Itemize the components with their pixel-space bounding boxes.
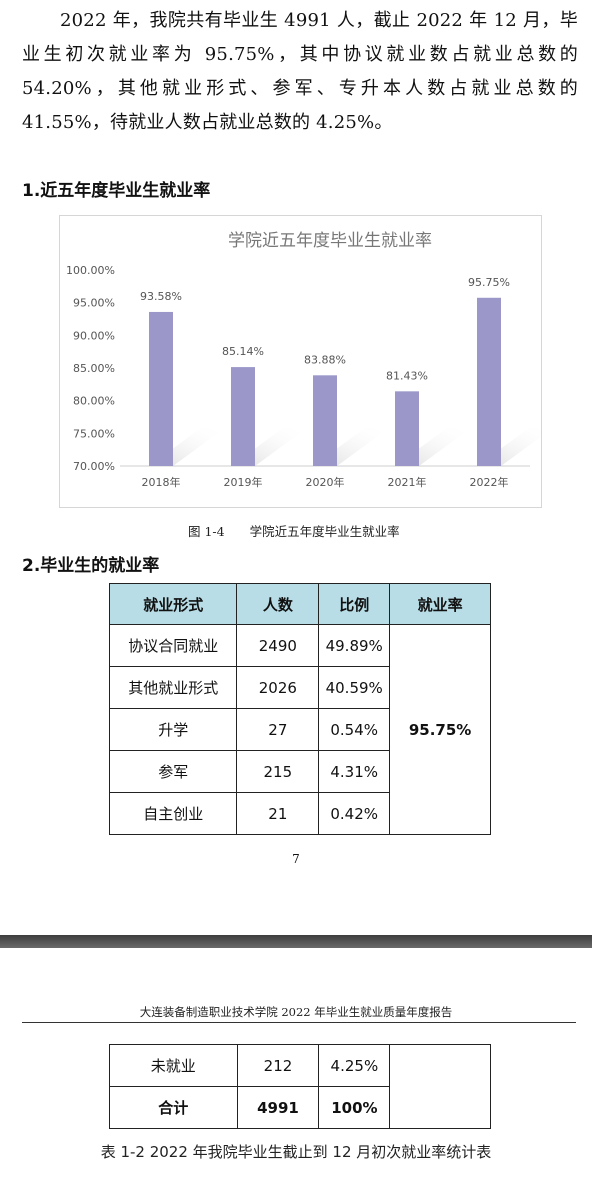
count-cell: 2490 (236, 624, 320, 667)
employment-table: 就业形式 人数 比例 就业率 协议合同就业 2490 49.89% 95.75%… (108, 583, 491, 835)
y-tick-label: 90.00% (73, 329, 115, 342)
x-tick-label: 2021年 (388, 475, 427, 489)
bar-value-label: 85.14% (222, 345, 264, 358)
count-cell: 27 (236, 708, 320, 751)
y-tick-label: 100.00% (66, 264, 115, 277)
count-cell: 212 (236, 1044, 320, 1087)
type-cell: 其他就业形式 (108, 666, 238, 709)
table-header-cell: 人数 (236, 583, 320, 625)
ratio-cell: 100% (318, 1086, 391, 1129)
table-caption: 表 1-2 2022 年我院毕业生截止到 12 月初次就业率统计表 (100, 1143, 492, 1161)
type-cell: 未就业 (109, 1044, 238, 1087)
y-tick-label: 95.00% (73, 297, 115, 310)
count-cell: 4991 (236, 1086, 320, 1129)
intro-paragraph: 2022 年，我院共有毕业生 4991 人，截止 2022 年 12 月，毕业生… (22, 10, 578, 133)
y-tick-label: 80.00% (73, 395, 115, 408)
bar-value-label: 83.88% (304, 353, 346, 366)
empty-rate-cell (389, 1044, 491, 1129)
ratio-cell: 0.54% (318, 708, 391, 751)
type-cell: 协议合同就业 (108, 624, 238, 667)
type-cell: 参军 (108, 750, 238, 793)
ratio-cell: 49.89% (318, 624, 391, 667)
ratio-cell: 40.59% (318, 666, 391, 709)
ratio-cell: 4.31% (318, 750, 391, 793)
type-cell: 自主创业 (108, 792, 238, 835)
section-heading-2: 2.毕业生的就业率 (22, 556, 160, 576)
bar (231, 367, 255, 466)
figure-caption: 图 1-4 学院近五年度毕业生就业率 (188, 524, 400, 539)
bar-value-label: 95.75% (468, 276, 510, 289)
x-tick-label: 2018年 (142, 475, 181, 489)
employment-rate-cell: 95.75% (389, 624, 491, 835)
table-row: 参军 215 4.31% (108, 750, 491, 793)
table-header-cell: 就业率 (389, 583, 491, 625)
x-tick-label: 2020年 (306, 475, 345, 489)
table-header-row: 就业形式 人数 比例 就业率 (108, 583, 491, 625)
table-row: 其他就业形式 2026 40.59% (108, 666, 491, 709)
type-cell: 合计 (109, 1086, 238, 1129)
table-total-row: 合计 4991 100% (109, 1086, 491, 1129)
table-row: 协议合同就业 2490 49.89% 95.75% (108, 624, 491, 835)
count-cell: 21 (236, 792, 320, 835)
bar-value-label: 81.43% (386, 369, 428, 382)
y-tick-label: 75.00% (73, 427, 115, 440)
header-rule (22, 1022, 576, 1023)
bar-chart: 学院近五年度毕业生就业率 70.00% 75.00% 80.00% 85.00% 90.0… (66, 231, 541, 489)
page-number: 7 (292, 852, 300, 866)
count-cell: 215 (236, 750, 320, 793)
table-row: 自主创业 21 0.42% (108, 792, 491, 835)
count-cell: 2026 (236, 666, 320, 709)
table-header-cell: 比例 (318, 583, 391, 625)
bar-value-label: 93.58% (140, 290, 182, 303)
type-cell: 升学 (108, 708, 238, 751)
table-header-cell: 就业形式 (108, 583, 238, 625)
bar (313, 375, 337, 466)
chart-title: 学院近五年度毕业生就业率 (228, 231, 432, 251)
employment-table-continued: 未就业 212 4.25% 合计 4991 100% (109, 1044, 491, 1129)
x-tick-label: 2022年 (470, 475, 509, 489)
page-separator (0, 935, 592, 948)
table-row: 升学 27 0.54% (108, 708, 491, 751)
y-tick-label: 85.00% (73, 362, 115, 375)
bar (149, 311, 173, 466)
section-heading-1: 1.近五年度毕业生就业率 (22, 181, 211, 201)
ratio-cell: 4.25% (318, 1044, 391, 1087)
y-tick-label: 70.00% (73, 460, 115, 473)
table-row: 未就业 212 4.25% (109, 1044, 491, 1129)
bar (395, 391, 419, 466)
bar (477, 297, 501, 466)
x-tick-label: 2019年 (224, 475, 263, 489)
ratio-cell: 0.42% (318, 792, 391, 835)
chart-container: 学院近五年度毕业生就业率 70.00% 75.00% 80.00% 85.00% 90.0… (59, 215, 542, 508)
page-header: 大连装备制造职业技术学院 2022 年毕业生就业质量年度报告 (139, 1005, 453, 1019)
